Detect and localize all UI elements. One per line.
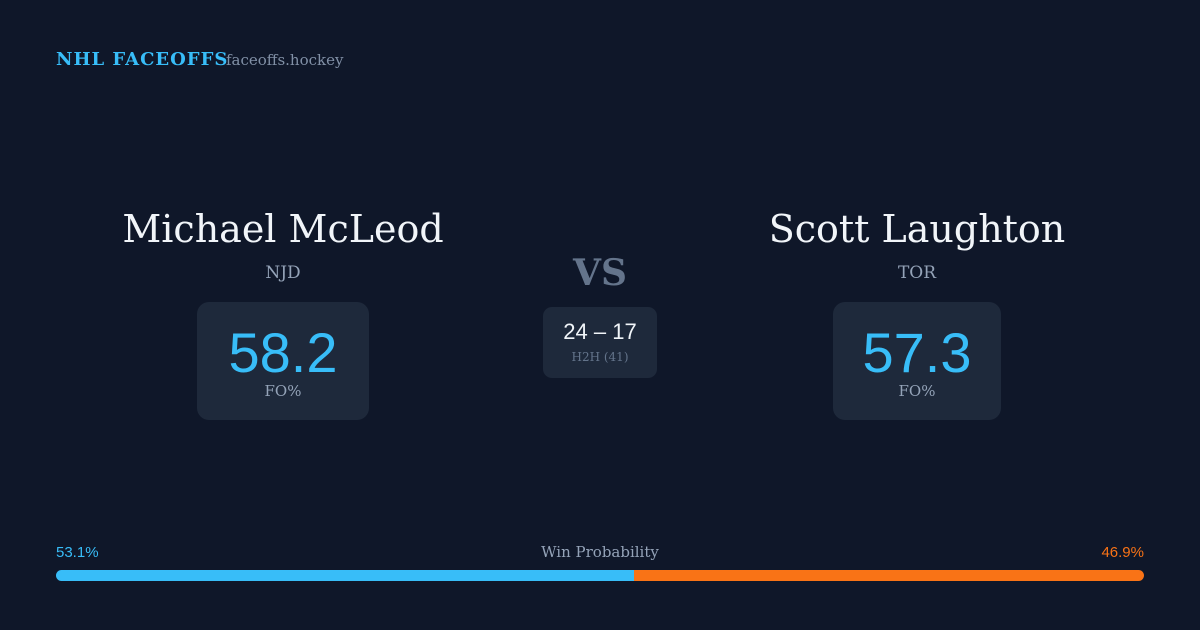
h2h-label: H2H (41) [571,350,629,364]
prob-bar [56,570,1144,581]
player-name: Michael McLeod [122,207,444,251]
home-prob-bar [56,570,634,581]
h2h-score: 24 – 17 [563,319,637,344]
away-prob-bar [633,570,1144,581]
player-team: NJD [265,263,301,283]
stat-card: 57.3 FO% [833,302,1001,420]
player-team: TOR [897,263,937,283]
h2h-card: 24 – 17 H2H (41) [543,307,657,378]
fo-label: FO% [898,382,936,400]
vs-label: VS [573,252,627,294]
win-prob-title: Win Probability [541,543,659,561]
fo-pct: 57.3 [862,321,972,384]
away-prob-label: 46.9% [1101,544,1144,561]
home-prob-label: 53.1% [56,544,99,561]
brand-title: NHL FACEOFFS [56,49,229,70]
player-name: Scott Laughton [768,207,1066,251]
fo-label: FO% [264,382,302,400]
stat-card: 58.2 FO% [197,302,369,420]
brand-domain: faceoffs.hockey [226,51,344,69]
fo-pct: 58.2 [228,321,338,384]
